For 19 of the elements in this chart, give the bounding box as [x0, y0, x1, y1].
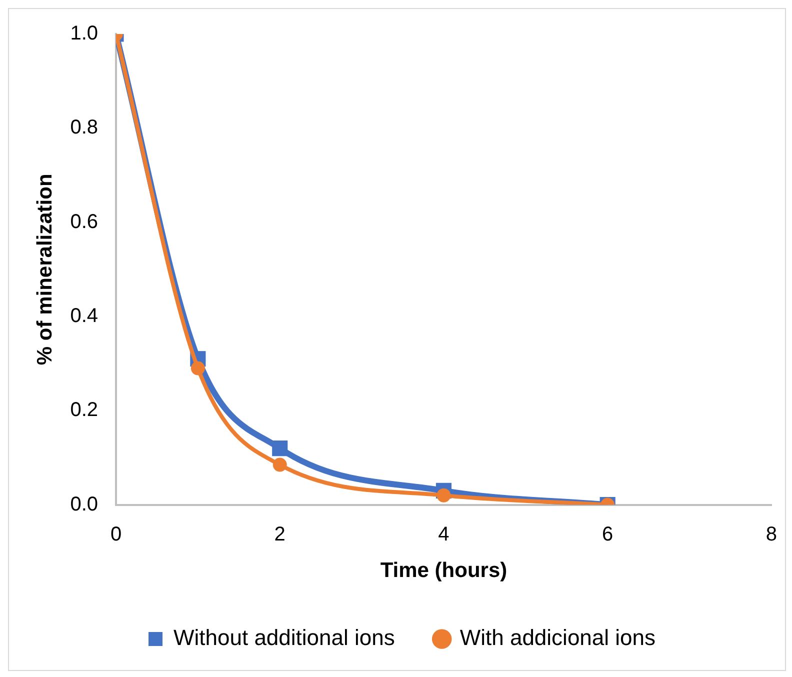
- x-tick-label: 4: [438, 523, 450, 546]
- x-axis-title: Time (hours): [380, 559, 508, 582]
- point: [436, 488, 451, 502]
- point: [272, 458, 287, 472]
- legend-label: Without additional ions: [173, 625, 395, 650]
- y-tick-label: 0.2: [70, 399, 98, 422]
- point: [272, 440, 288, 456]
- y-tick-label: 0.6: [70, 210, 98, 233]
- x-tick-label: 0: [110, 523, 122, 546]
- legend-label: With addicional ions: [460, 625, 656, 650]
- text: 1.0: [70, 22, 98, 45]
- y-axis-title: % of mineralization: [33, 174, 56, 366]
- y-tick-label: 0.8: [70, 116, 98, 139]
- point: [190, 361, 205, 376]
- x-tick-label: 6: [602, 523, 614, 546]
- x-tick-label: 8: [766, 523, 777, 546]
- y-tick-label: 0.4: [70, 304, 98, 327]
- text: 0.0: [70, 493, 98, 516]
- x-tick-label: 2: [274, 523, 286, 546]
